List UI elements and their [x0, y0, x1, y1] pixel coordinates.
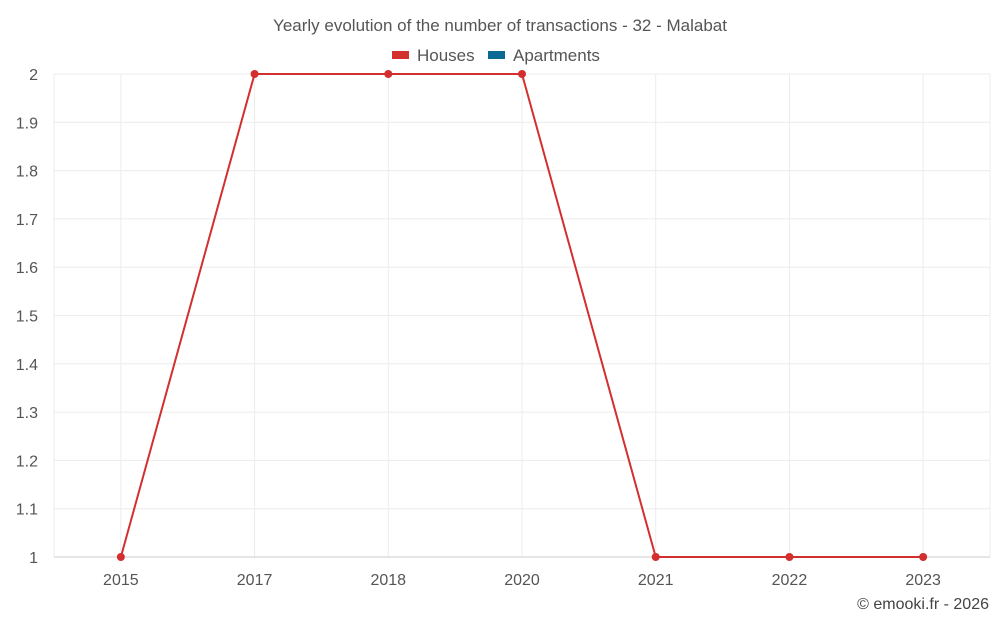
- x-tick-label: 2021: [638, 572, 674, 589]
- x-tick-label: 2015: [103, 572, 139, 589]
- y-tick-label: 1.1: [16, 502, 38, 519]
- x-tick-label: 2020: [504, 572, 540, 589]
- grid: [53, 73, 991, 558]
- y-tick-label: 1.5: [16, 309, 38, 326]
- legend-swatch-houses: [392, 51, 409, 59]
- data-point-houses[interactable]: [919, 553, 928, 561]
- y-tick-label: 1.4: [16, 357, 38, 374]
- x-tick-label: 2018: [370, 572, 406, 589]
- x-axis-ticks: 2015 2017 2018 2020 2021 2022 2023: [103, 572, 941, 589]
- legend-swatch-apartments: [488, 51, 505, 59]
- data-point-houses[interactable]: [116, 553, 125, 561]
- data-point-houses[interactable]: [785, 553, 794, 561]
- y-tick-label: 1.6: [16, 260, 38, 277]
- y-tick-label: 1.2: [16, 453, 38, 470]
- legend-label-apartments[interactable]: Apartments: [513, 46, 600, 65]
- y-tick-label: 2: [29, 67, 38, 84]
- y-tick-label: 1.3: [16, 405, 38, 422]
- data-point-houses[interactable]: [518, 70, 526, 78]
- chart-title: Yearly evolution of the number of transa…: [273, 16, 727, 35]
- credit-text: © emooki.fr - 2026: [857, 596, 989, 613]
- y-tick-label: 1.8: [16, 164, 38, 181]
- x-tick-label: 2023: [905, 572, 941, 589]
- y-tick-label: 1.9: [16, 115, 38, 132]
- legend: Houses Apartments: [392, 46, 600, 65]
- data-point-houses[interactable]: [250, 70, 259, 78]
- data-point-houses[interactable]: [384, 70, 393, 78]
- y-tick-label: 1.7: [16, 212, 38, 229]
- x-tick-label: 2017: [237, 572, 273, 589]
- y-axis-ticks: 1 1.1 1.2 1.3 1.4 1.5 1.6 1.7 1.8 1.9 2: [16, 67, 38, 567]
- legend-label-houses[interactable]: Houses: [417, 46, 475, 65]
- series: [116, 70, 928, 561]
- x-tick-label: 2022: [772, 572, 808, 589]
- y-tick-label: 1: [29, 550, 38, 567]
- data-point-houses[interactable]: [651, 553, 660, 561]
